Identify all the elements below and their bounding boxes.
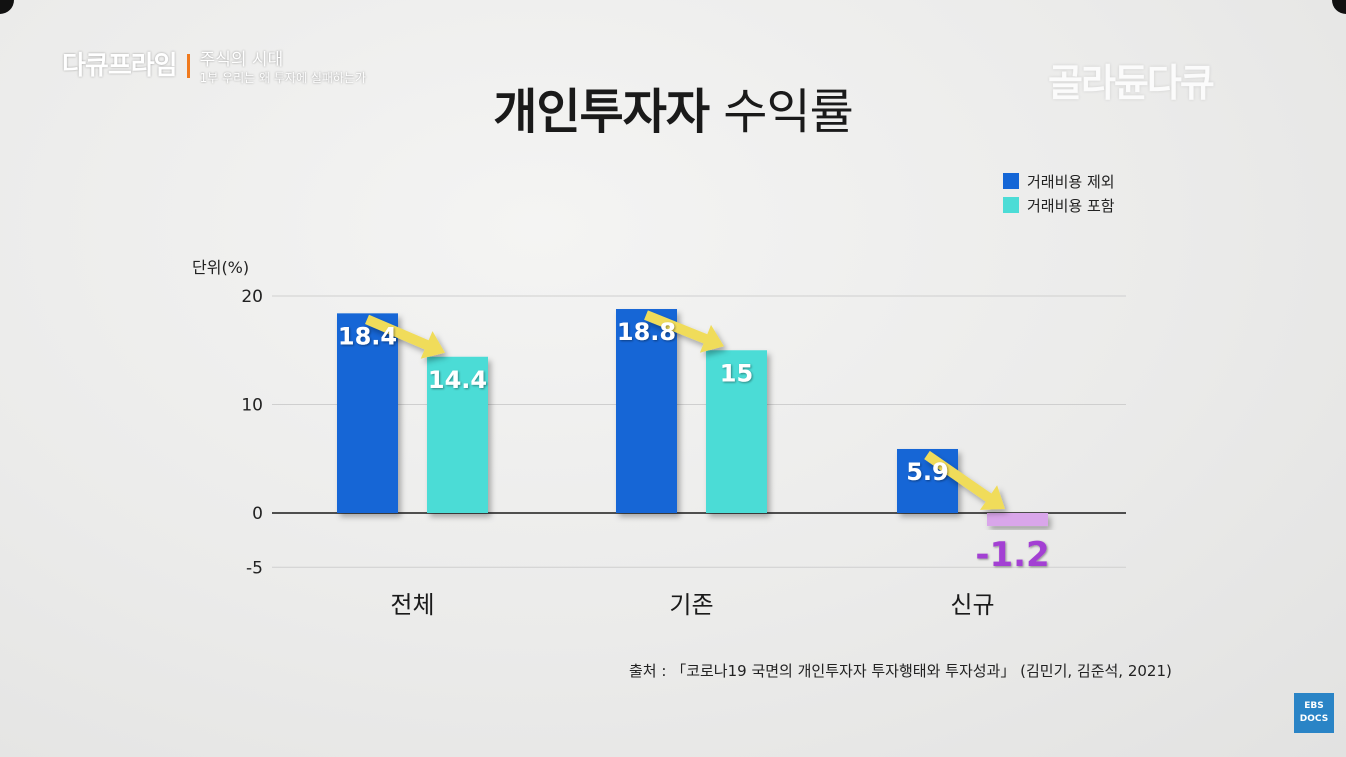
chart-title-light: 수익률 [723, 84, 853, 140]
y-axis-label: 단위(%) [192, 258, 249, 277]
bar [337, 313, 398, 513]
y-tick-label: 0 [252, 504, 263, 524]
legend-swatch-incl [1003, 197, 1019, 213]
bar [987, 513, 1048, 527]
channel-logo: 골라듄다큐 [1048, 61, 1215, 105]
change-arrow [365, 314, 445, 359]
x-tick-label: 전체 [390, 591, 434, 619]
chart-title: 개인투자자 수익률 [0, 72, 1346, 142]
data-label: 5.9 [906, 458, 949, 486]
change-arrow [644, 310, 724, 353]
program-branding: 다큐프라임 주식의 시대 1부 우리는 왜 투자에 실패하는가 [62, 50, 366, 86]
legend-item-excl: 거래비용 제외 [1003, 169, 1115, 193]
data-label: -1.2 [975, 535, 1049, 575]
change-arrow [924, 450, 1005, 510]
data-label: 18.8 [617, 318, 676, 346]
bar [427, 356, 488, 513]
bar [706, 350, 767, 513]
x-tick-label: 기존 [669, 591, 713, 619]
chart-title-bold: 개인투자자 [493, 84, 710, 140]
episode-subtitle: 1부 우리는 왜 투자에 실패하는가 [199, 71, 367, 85]
x-tick-label: 신규 [950, 591, 994, 619]
legend-label-incl: 거래비용 포함 [1027, 196, 1115, 215]
series-title: 주식의 시대 [199, 50, 284, 70]
data-label: 18.4 [338, 322, 397, 350]
ebs-badge-line2: DOCS [1299, 714, 1329, 724]
legend-swatch-excl [1003, 173, 1019, 189]
chart-legend: 거래비용 제외 거래비용 포함 [1003, 169, 1115, 217]
y-tick-label: 20 [241, 287, 263, 307]
bar [616, 309, 677, 513]
brand-divider [186, 54, 190, 78]
legend-item-incl: 거래비용 포함 [1003, 193, 1115, 217]
legend-label-excl: 거래비용 제외 [1027, 172, 1115, 191]
data-label: 15 [720, 359, 753, 387]
y-tick-label: -5 [246, 558, 263, 578]
ebs-badge-line1: EBS [1304, 701, 1324, 711]
ebs-docs-badge: EBS DOCS [1294, 693, 1334, 733]
y-tick-label: 10 [241, 396, 263, 416]
source-citation: 출처 : 「코로나19 국면의 개인투자자 투자행태와 투자성과」 (김민기, … [629, 662, 1172, 680]
program-logo: 다큐프라임 [62, 51, 178, 81]
series-info: 주식의 시대 1부 우리는 왜 투자에 실패하는가 [200, 50, 366, 86]
data-label: 14.4 [428, 366, 487, 394]
